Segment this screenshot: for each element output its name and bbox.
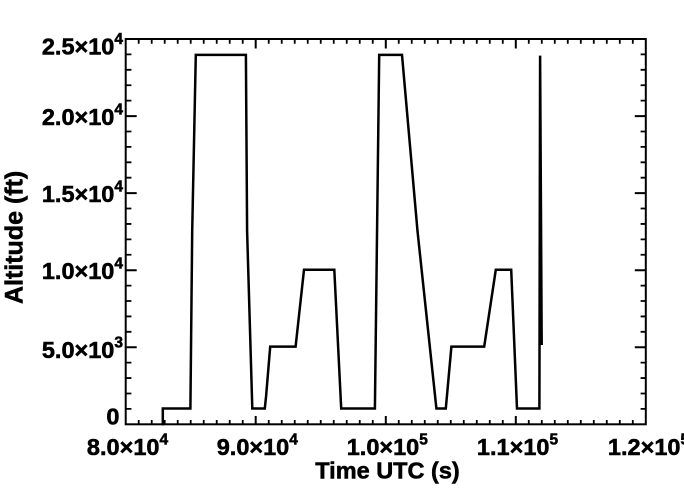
svg-text:Time UTC (s): Time UTC (s) xyxy=(315,458,460,484)
svg-text:2.5×104: 2.5×104 xyxy=(42,31,124,60)
svg-text:2.0×104: 2.0×104 xyxy=(42,102,124,131)
svg-text:1.0×105: 1.0×105 xyxy=(347,432,429,461)
svg-text:1.5×104: 1.5×104 xyxy=(42,179,124,208)
svg-text:Altitude (ft): Altitude (ft) xyxy=(1,171,29,304)
svg-text:0: 0 xyxy=(106,404,119,430)
svg-text:1.0×104: 1.0×104 xyxy=(42,256,124,285)
svg-text:5.0×103: 5.0×103 xyxy=(42,335,124,364)
svg-text:1.2×105: 1.2×105 xyxy=(608,432,684,461)
svg-text:8.0×104: 8.0×104 xyxy=(87,432,169,461)
svg-text:1.1×105: 1.1×105 xyxy=(477,432,559,461)
svg-text:9.0×104: 9.0×104 xyxy=(217,432,299,461)
